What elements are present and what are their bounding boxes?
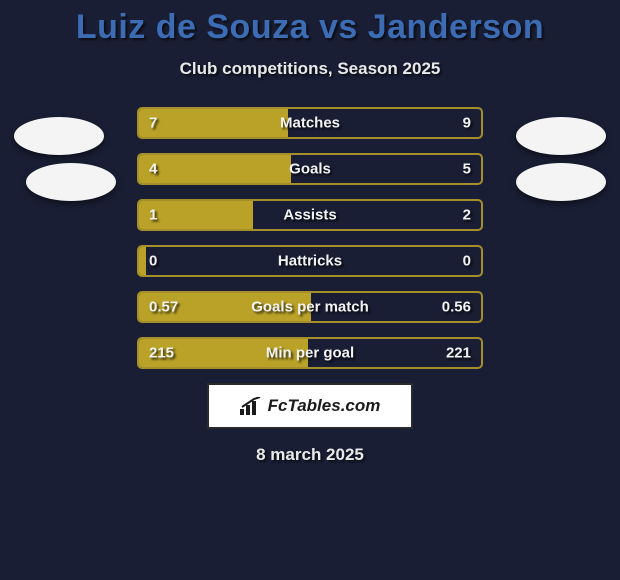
bar-value-left: 7 [149, 115, 157, 132]
bar-value-right: 2 [463, 207, 471, 224]
comparison-chart: 7 Matches 9 4 Goals 5 1 Assists 2 0 Hattricks 0 0.57… [0, 107, 620, 369]
title: Luiz de Souza vs Janderson [0, 0, 620, 47]
bar-label: Hattricks [278, 253, 342, 270]
brand-text: FcTables.com [268, 396, 381, 416]
bar-row: 215 Min per goal 221 [137, 337, 483, 369]
bar-fill-left [139, 155, 291, 183]
bar-label: Goals per match [251, 299, 369, 316]
date-text: 8 march 2025 [0, 445, 620, 465]
brand-box: FcTables.com [207, 383, 413, 429]
bar-value-left: 0 [149, 253, 157, 270]
brand-chart-icon [240, 397, 262, 415]
bar-value-left: 1 [149, 207, 157, 224]
bar-label: Min per goal [266, 345, 354, 362]
bar-fill-left [139, 109, 288, 137]
bar-value-left: 0.57 [149, 299, 178, 316]
bar-label: Assists [283, 207, 336, 224]
player-left-avatar-2 [26, 163, 116, 201]
bar-value-right: 9 [463, 115, 471, 132]
bar-value-right: 0.56 [442, 299, 471, 316]
player-left-avatar-1 [14, 117, 104, 155]
bar-fill-left [139, 247, 146, 275]
bar-list: 7 Matches 9 4 Goals 5 1 Assists 2 0 Hattricks 0 0.57… [137, 107, 483, 369]
bar-label: Goals [289, 161, 331, 178]
bar-value-right: 5 [463, 161, 471, 178]
bar-row: 4 Goals 5 [137, 153, 483, 185]
bar-row: 7 Matches 9 [137, 107, 483, 139]
bar-row: 0 Hattricks 0 [137, 245, 483, 277]
subtitle: Club competitions, Season 2025 [0, 59, 620, 79]
bar-row: 0.57 Goals per match 0.56 [137, 291, 483, 323]
bar-value-left: 4 [149, 161, 157, 178]
bar-row: 1 Assists 2 [137, 199, 483, 231]
player-right-avatar-2 [516, 163, 606, 201]
bar-value-left: 215 [149, 345, 174, 362]
bar-value-right: 221 [446, 345, 471, 362]
bar-label: Matches [280, 115, 340, 132]
bar-value-right: 0 [463, 253, 471, 270]
player-right-avatar-1 [516, 117, 606, 155]
